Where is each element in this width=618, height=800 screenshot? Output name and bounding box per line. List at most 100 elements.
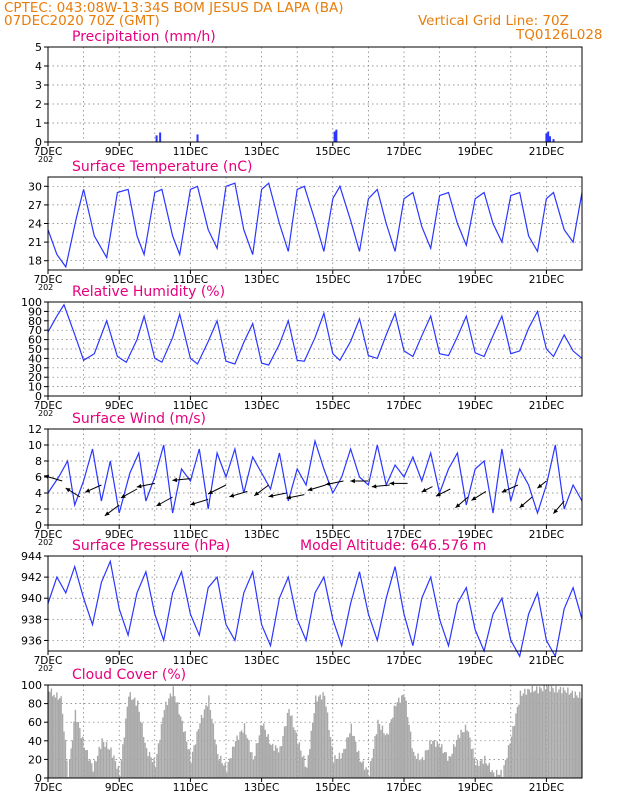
cloud-cover-bar bbox=[191, 751, 194, 778]
cloud-cover-bar bbox=[276, 748, 278, 778]
cloud-cover-bar bbox=[286, 712, 289, 778]
cloud-cover-bar bbox=[279, 746, 281, 778]
cloud-cover-bar bbox=[478, 765, 480, 778]
cloud-cover-bar bbox=[402, 694, 404, 778]
wind-arrow-head bbox=[519, 503, 525, 508]
cloud-cover-bar bbox=[76, 721, 78, 778]
cloud-cover-bar bbox=[138, 711, 140, 778]
header-run-code: TQ0126L028 bbox=[516, 27, 603, 43]
cloud-cover-bar bbox=[175, 702, 177, 778]
cloud-cover-bar bbox=[230, 758, 232, 778]
humidity-series-line bbox=[47, 303, 583, 366]
cloud-cover-bar bbox=[322, 692, 324, 778]
cloud-cover-bar bbox=[91, 763, 93, 778]
cloud-cover-bar bbox=[497, 774, 499, 778]
cloud-cover-bar bbox=[64, 739, 67, 778]
cloud-cover-bar bbox=[405, 700, 407, 778]
cloud-cover-bar bbox=[249, 752, 252, 778]
temperature-xtick-label: 17DEC bbox=[386, 274, 421, 286]
precipitation-bar bbox=[155, 135, 158, 142]
cloud-cover-bar bbox=[139, 721, 142, 778]
cloud-cover-bar bbox=[580, 698, 582, 778]
cloud-cover-bar bbox=[325, 706, 327, 778]
cloud-cover-bar bbox=[181, 720, 183, 778]
header-grid-note: Vertical Grid Line: 70Z bbox=[418, 13, 569, 29]
cloud-cover-bar bbox=[567, 687, 569, 778]
cloud-cover-bar bbox=[328, 730, 330, 778]
wind-ytick-label: 0 bbox=[35, 519, 42, 532]
cloud-cover-bar bbox=[371, 758, 373, 778]
cloud-cover-bar bbox=[312, 722, 314, 778]
cloud-cover-bar bbox=[510, 736, 513, 778]
cloud-cover-bar bbox=[384, 735, 387, 778]
cloud-cover-bar bbox=[513, 725, 516, 778]
cloud-cover-bar bbox=[211, 718, 213, 778]
cloud-cover-bar bbox=[156, 754, 158, 778]
cloud-cover-bar bbox=[464, 724, 467, 778]
precipitation-bar bbox=[545, 133, 548, 142]
wind-ytick-label: 8 bbox=[35, 455, 42, 468]
cloud-cover-bar bbox=[338, 752, 341, 778]
cloud-cover-bar bbox=[132, 699, 134, 778]
humidity-xtick-label: 7DEC bbox=[34, 400, 63, 412]
cloud-cover-bar bbox=[291, 715, 293, 778]
wind-arrow-head bbox=[172, 477, 178, 483]
cloud-cover-bar bbox=[571, 690, 574, 778]
cloud-cover-bar bbox=[386, 733, 388, 778]
cloud-cover-bar bbox=[540, 688, 542, 778]
cloud-cover-bar bbox=[83, 747, 85, 778]
cloud-cover-bar bbox=[271, 743, 274, 778]
cloud-cover-bar bbox=[485, 763, 487, 778]
cloud-cover-bar bbox=[494, 776, 496, 778]
humidity-ytick-label: 70 bbox=[28, 324, 42, 337]
cloud-cover-bar bbox=[561, 693, 563, 778]
wind-xtick-label: 7DEC bbox=[34, 529, 63, 541]
cloud-cover-bar bbox=[365, 767, 367, 778]
wind-arrow-head bbox=[104, 511, 110, 516]
cloud-cover-bar bbox=[319, 694, 321, 778]
cloud-cover-bar bbox=[353, 736, 355, 778]
cloud-cover-bar bbox=[172, 686, 174, 778]
cloud-cover-bar bbox=[266, 736, 268, 778]
cloud-cover-bar bbox=[104, 746, 106, 778]
cloud-cover-bar bbox=[473, 758, 476, 778]
temperature-xtick-label: 9DEC bbox=[105, 274, 134, 286]
cloud-cover-bar bbox=[221, 763, 223, 778]
cloud-cover-bar bbox=[412, 751, 415, 778]
cloud-cover-bar bbox=[61, 713, 64, 778]
cloud-cover-bar bbox=[310, 730, 312, 778]
temperature-year-stub: 202 bbox=[38, 283, 53, 292]
cloud-cover-bar bbox=[409, 731, 412, 778]
precipitation-xtick-label: 9DEC bbox=[105, 146, 134, 158]
cloud-cover-bar bbox=[493, 772, 495, 778]
cloud-cover-bar bbox=[66, 760, 68, 778]
cloud-cover-bar bbox=[73, 721, 75, 778]
cloud-cover-ytick-label: 20 bbox=[28, 753, 42, 766]
cloud-cover-bar bbox=[206, 706, 209, 778]
cloud-cover-bar bbox=[217, 754, 219, 778]
cloud-cover-bar bbox=[196, 731, 198, 778]
precipitation-xtick-label: 15DEC bbox=[315, 146, 350, 158]
precipitation-frame bbox=[47, 46, 583, 143]
precipitation-xtick-label: 7DEC bbox=[34, 146, 63, 158]
cloud-cover-bar bbox=[283, 726, 286, 778]
cloud-cover-bar bbox=[193, 745, 195, 778]
cloud-cover-bar bbox=[137, 700, 139, 778]
pressure-ytick-label: 936 bbox=[21, 634, 42, 647]
cloud-cover-bar bbox=[573, 697, 575, 778]
pressure-frame bbox=[47, 555, 583, 652]
humidity-xtick-label: 13DEC bbox=[244, 400, 279, 412]
cloud-cover-bar bbox=[533, 691, 535, 778]
cloud-cover-bar bbox=[184, 731, 186, 778]
pressure-ytick-label: 938 bbox=[21, 613, 42, 626]
cloud-cover-bar bbox=[490, 771, 492, 778]
humidity-xtick-label: 11DEC bbox=[173, 400, 208, 412]
cloud-cover-bar bbox=[436, 741, 439, 778]
cloud-cover-bar bbox=[277, 752, 280, 778]
humidity-ytick-label: 50 bbox=[28, 343, 42, 356]
cloud-cover-bar bbox=[552, 688, 554, 778]
temperature-xtick-label: 19DEC bbox=[457, 274, 492, 286]
temperature-ytick-label: 30 bbox=[28, 180, 42, 193]
cloud-cover-bar bbox=[57, 699, 60, 778]
pressure-xtick-label: 7DEC bbox=[34, 655, 63, 667]
